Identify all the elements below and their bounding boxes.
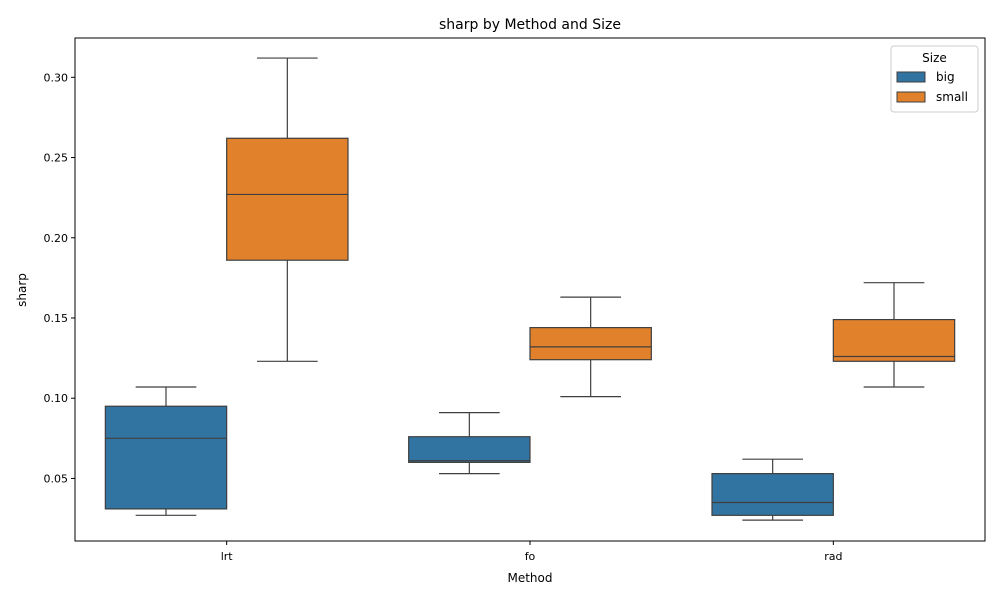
y-tick-label: 0.25 (44, 152, 69, 165)
y-tick-label: 0.20 (44, 232, 69, 245)
legend-label-big: big (936, 70, 955, 84)
y-tick-label: 0.15 (44, 312, 69, 325)
x-tick-label: rad (824, 550, 842, 563)
chart-title: sharp by Method and Size (439, 17, 621, 33)
iqr-box (832, 318, 956, 362)
legend-label-small: small (936, 90, 968, 104)
y-tick-label: 0.30 (44, 71, 69, 84)
x-tick-label: fo (525, 550, 536, 563)
iqr-box (104, 405, 228, 510)
box-small-rad (832, 282, 956, 388)
box-big-fo (408, 412, 531, 475)
iqr-box (408, 436, 531, 463)
x-tick-label: lrt (221, 550, 234, 563)
box-big-lrt (104, 386, 228, 516)
iqr-box (529, 327, 652, 361)
y-tick-label: 0.10 (44, 392, 69, 405)
legend-swatch-small (896, 91, 926, 103)
box-big-rad (711, 458, 834, 521)
plot-frame (74, 37, 986, 542)
y-axis-ticks: 0.05 0.10 0.15 0.20 0.25 0.30 (44, 71, 75, 485)
box-small-fo (529, 296, 652, 398)
iqr-box (226, 137, 349, 261)
legend-swatch-big (896, 71, 926, 83)
x-axis-label: Method (507, 571, 552, 585)
legend-title: Size (922, 51, 947, 65)
box-small-lrt (226, 57, 349, 362)
box-marks (104, 57, 956, 521)
iqr-box (711, 473, 834, 516)
x-axis-ticks: lrt fo rad (221, 541, 842, 563)
legend: Size big small (890, 45, 979, 113)
y-axis-label: sharp (15, 273, 29, 307)
y-tick-label: 0.05 (44, 472, 69, 485)
